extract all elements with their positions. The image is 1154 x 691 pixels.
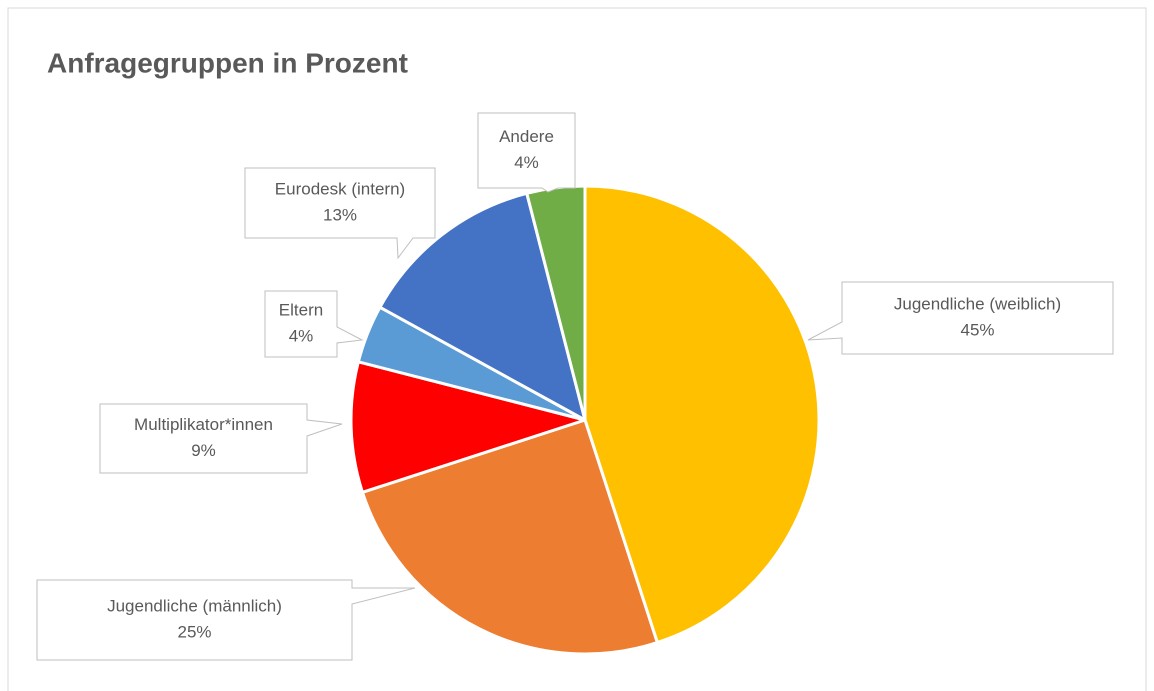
data-callout	[264, 290, 364, 358]
data-label-category: Eurodesk (intern)	[275, 179, 405, 198]
data-label-value: 4%	[289, 326, 314, 345]
data-label-category: Multiplikator*innen	[134, 415, 273, 434]
pie-slice	[378, 191, 587, 422]
data-label-value: 9%	[191, 441, 216, 460]
data-callout	[807, 281, 1114, 355]
pie-slice	[349, 360, 587, 494]
data-label-category: Andere	[499, 127, 554, 146]
pie-slice	[583, 184, 821, 645]
pie-slice	[360, 418, 659, 656]
data-label-category: Eltern	[279, 300, 323, 319]
data-callout	[477, 112, 576, 193]
data-label-category: Jugendliche (männlich)	[107, 596, 282, 615]
data-callout	[99, 403, 343, 474]
data-label-category: Jugendliche (weiblich)	[894, 294, 1061, 313]
chart-title: Anfragegruppen in Prozent	[47, 47, 408, 78]
data-callout	[36, 579, 416, 661]
data-callout	[244, 167, 436, 260]
data-label-value: 45%	[960, 320, 994, 339]
data-label-value: 4%	[514, 153, 539, 172]
data-label-value: 25%	[177, 622, 211, 641]
data-label-value: 13%	[323, 205, 357, 224]
